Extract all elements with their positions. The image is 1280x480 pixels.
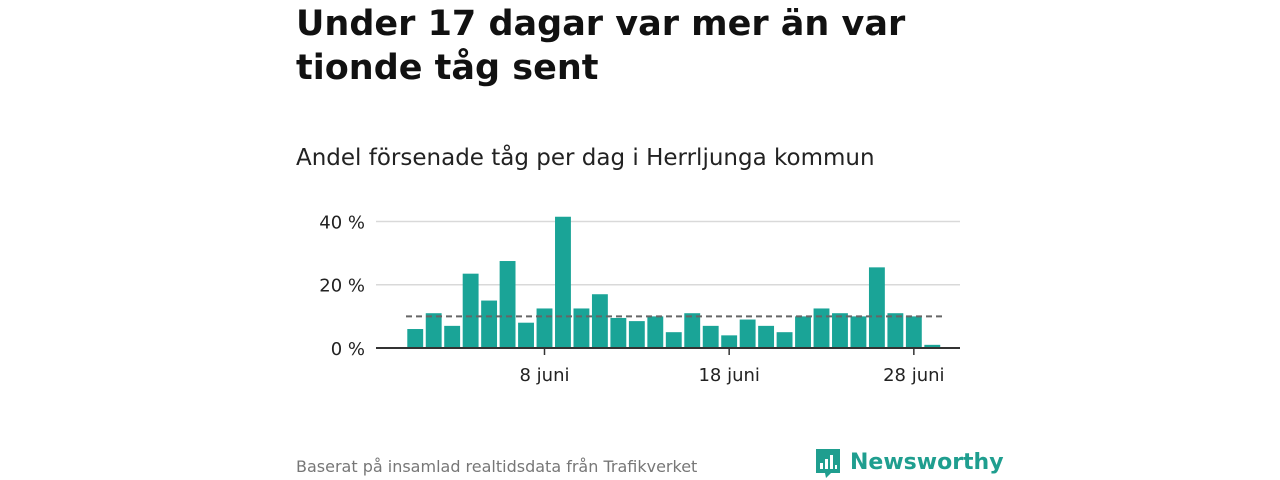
bar xyxy=(813,308,830,348)
bar xyxy=(721,335,738,348)
bar xyxy=(702,325,719,348)
y-tick-label: 40 % xyxy=(319,212,365,233)
bar xyxy=(924,344,941,348)
bar xyxy=(850,316,867,348)
bar xyxy=(905,316,922,348)
x-tick-label: 28 juni xyxy=(883,365,944,386)
bar xyxy=(481,300,498,348)
bar xyxy=(684,313,701,348)
bar xyxy=(776,332,793,348)
bar xyxy=(462,273,479,348)
axis-layer: 0 % 20 % 40 % 8 juni 18 juni 28 juni xyxy=(319,212,960,386)
bar xyxy=(555,216,571,348)
bar-chart-speech-bubble-icon xyxy=(816,449,840,478)
bar xyxy=(795,316,811,348)
y-tick-label: 20 % xyxy=(319,276,365,297)
x-tick-label: 18 juni xyxy=(698,365,759,386)
bar xyxy=(758,325,775,348)
bar xyxy=(868,267,885,348)
bars-layer xyxy=(407,216,941,348)
bar xyxy=(499,261,516,348)
chart-subtitle: Andel försenade tåg per dag i Herrljunga… xyxy=(296,145,875,171)
bar xyxy=(887,313,904,348)
brand-logo: Newsworthy xyxy=(814,447,1004,479)
chart-headline: Under 17 dagar var mer än var tionde tåg… xyxy=(296,4,906,88)
brand-name: Newsworthy xyxy=(850,450,1004,475)
bar xyxy=(425,313,442,348)
y-tick-label: 0 % xyxy=(331,339,365,360)
bar xyxy=(647,316,664,348)
bar xyxy=(407,329,424,348)
bar xyxy=(739,319,756,348)
bar xyxy=(610,317,627,348)
bar xyxy=(628,321,645,348)
bar xyxy=(832,313,848,348)
bar xyxy=(444,325,461,348)
bar xyxy=(591,294,608,348)
bar xyxy=(536,308,553,348)
x-tick-label: 8 juni xyxy=(520,365,570,386)
source-note: Baserat på insamlad realtidsdata från Tr… xyxy=(296,457,698,476)
bar xyxy=(665,332,682,348)
bar xyxy=(573,308,590,348)
bar xyxy=(518,322,534,348)
